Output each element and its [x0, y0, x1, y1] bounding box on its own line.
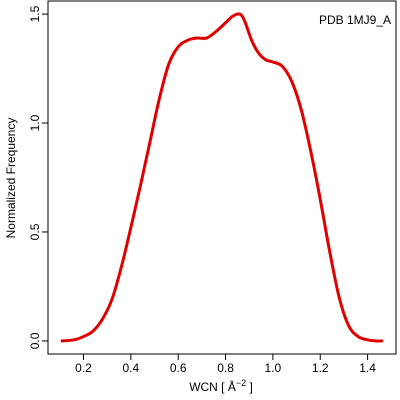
x-tick-label: 0.6 — [170, 361, 187, 375]
x-tick-label: 0.8 — [217, 361, 234, 375]
x-axis: 0.2 0.4 0.6 0.8 1.0 1.2 1.4 — [75, 353, 376, 375]
y-axis-label: Normalized Frequency — [4, 118, 18, 239]
density-curve — [60, 12, 384, 343]
x-axis-label-main: WCN [ Å — [189, 379, 236, 394]
y-tick-label: 1.5 — [28, 5, 42, 22]
series-layer — [60, 12, 384, 343]
x-tick-label: 1.4 — [359, 361, 376, 375]
x-tick-label: 1.2 — [312, 361, 329, 375]
x-axis-label: WCN [ Å−2 ] — [189, 378, 253, 394]
x-axis-label-exponent: −2 — [236, 378, 246, 388]
y-tick-label: 1.0 — [28, 114, 42, 131]
y-tick-label: 0.5 — [28, 223, 42, 240]
x-tick-label: 0.4 — [123, 361, 140, 375]
x-tick-label: 1.0 — [265, 361, 282, 375]
y-axis: 0.0 0.5 1.0 1.5 — [28, 5, 49, 349]
y-tick-label: 0.0 — [28, 332, 42, 349]
x-axis-label-suffix: ] — [246, 380, 253, 394]
plot-annotation: PDB 1MJ9_A — [319, 13, 391, 27]
x-tick-label: 0.2 — [75, 361, 92, 375]
plot-frame — [47, 0, 397, 355]
